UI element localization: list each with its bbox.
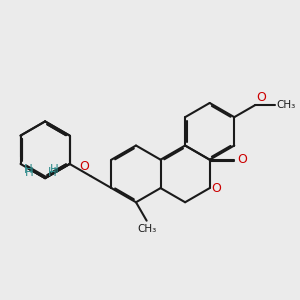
Text: CH₃: CH₃ <box>277 100 296 110</box>
Text: O: O <box>237 153 247 166</box>
Text: H: H <box>24 164 32 176</box>
Text: O: O <box>79 160 89 173</box>
Text: CH₃: CH₃ <box>138 224 157 234</box>
Text: H: H <box>48 166 57 179</box>
Text: O: O <box>211 182 221 195</box>
Polygon shape <box>0 144 26 212</box>
Text: H: H <box>50 163 58 176</box>
Text: H: H <box>25 167 34 179</box>
Text: O: O <box>256 91 266 103</box>
